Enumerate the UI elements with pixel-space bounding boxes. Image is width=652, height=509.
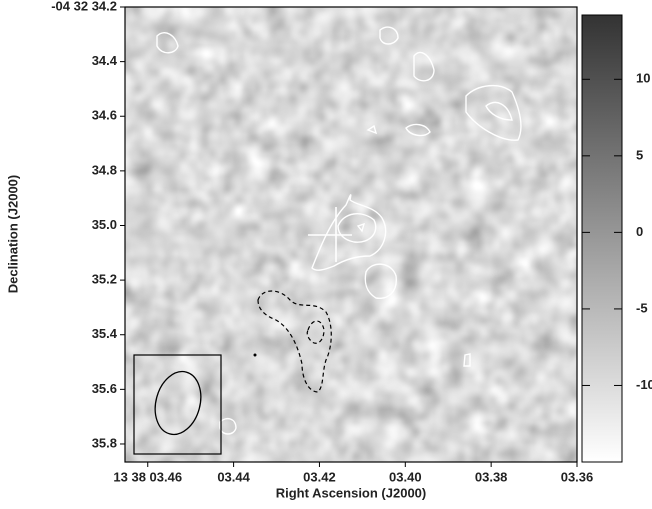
x-tick-label: 03.36 <box>561 469 594 484</box>
colorbar-tick-label: -10 <box>636 377 652 392</box>
y-tick-label: 34.6 <box>92 108 117 123</box>
colorbar-tick-label: 0 <box>636 224 643 239</box>
colorbar-tick-label: 5 <box>636 147 643 162</box>
x-tick-label: 13 38 03.46 <box>113 469 182 484</box>
x-tick-label: 03.38 <box>475 469 508 484</box>
y-tick-label: 35.6 <box>92 381 117 396</box>
y-tick-label: 35.2 <box>92 272 117 287</box>
x-axis-label: Right Ascension (J2000) <box>276 485 427 500</box>
colorbar-tick-label: -5 <box>636 300 648 315</box>
y-tick-label: 35.4 <box>92 326 118 341</box>
map-frame <box>124 6 578 463</box>
colorbar <box>581 14 623 463</box>
x-tick-label: 03.40 <box>389 469 422 484</box>
x-tick-label: 03.44 <box>217 469 250 484</box>
y-tick-label: -04 32 34.2 <box>51 0 117 13</box>
y-tick-label: 35.8 <box>92 435 117 450</box>
y-tick-label: 35.0 <box>92 217 117 232</box>
colorbar-tick-label: 10 <box>636 71 650 86</box>
y-axis-label: Declination (J2000) <box>5 175 20 294</box>
y-tick-label: 34.8 <box>92 162 117 177</box>
y-tick-label: 34.4 <box>92 53 118 68</box>
contours <box>133 26 522 455</box>
x-tick-label: 03.42 <box>303 469 336 484</box>
